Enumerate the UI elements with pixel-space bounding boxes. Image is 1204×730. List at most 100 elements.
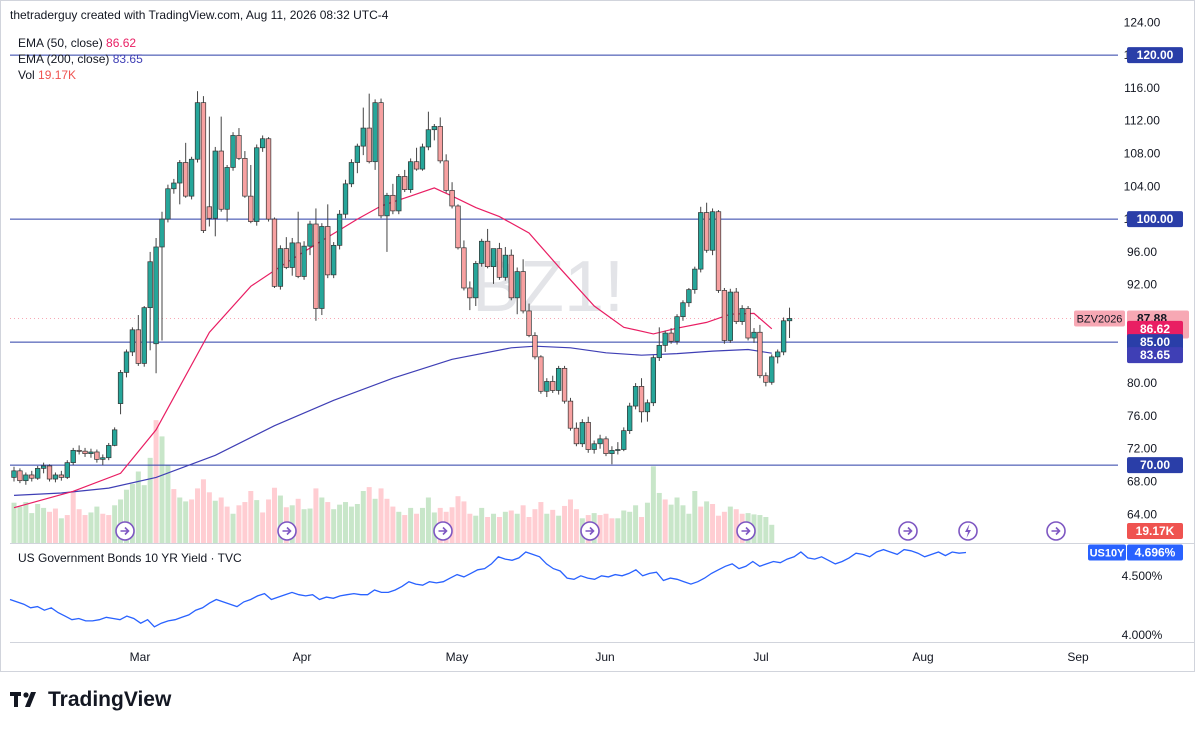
candle[interactable] <box>11 466 17 482</box>
candle[interactable] <box>745 306 751 341</box>
ema50-legend[interactable]: EMA (50, close) 86.62 <box>18 35 136 51</box>
candle[interactable] <box>265 137 272 222</box>
candle[interactable] <box>402 169 408 193</box>
ema50-line[interactable] <box>13 187 773 509</box>
candle[interactable] <box>236 128 242 161</box>
candle[interactable] <box>739 305 745 325</box>
candle[interactable] <box>775 349 781 364</box>
candle[interactable] <box>662 330 668 352</box>
candle[interactable] <box>751 328 757 343</box>
candle[interactable] <box>40 462 47 474</box>
candle[interactable] <box>141 306 147 367</box>
candle[interactable] <box>627 402 633 434</box>
candle[interactable] <box>597 434 603 449</box>
candle[interactable] <box>165 184 171 223</box>
candle[interactable] <box>621 427 627 452</box>
candle[interactable] <box>147 251 153 351</box>
candle[interactable] <box>698 206 704 273</box>
candle[interactable] <box>496 242 503 280</box>
candle[interactable] <box>135 315 141 366</box>
candle[interactable] <box>171 178 177 194</box>
candle[interactable] <box>437 117 443 164</box>
candle[interactable] <box>550 375 556 393</box>
candle[interactable] <box>769 354 775 385</box>
candle[interactable] <box>703 202 710 253</box>
candle[interactable] <box>544 378 550 398</box>
candle[interactable] <box>709 208 716 256</box>
candle[interactable] <box>360 107 366 156</box>
candle[interactable] <box>177 160 183 205</box>
candle[interactable] <box>461 240 467 291</box>
event-marker-icon[interactable] <box>958 521 978 541</box>
candle[interactable] <box>248 164 254 224</box>
candle[interactable] <box>484 228 491 269</box>
candle[interactable] <box>58 470 65 481</box>
candle[interactable] <box>473 260 479 307</box>
candle[interactable] <box>325 204 331 279</box>
candle[interactable] <box>212 146 218 237</box>
candle[interactable] <box>111 427 118 447</box>
candle[interactable] <box>88 448 94 458</box>
candle[interactable] <box>271 217 278 288</box>
candle[interactable] <box>259 135 266 152</box>
event-marker-icon[interactable] <box>736 521 756 541</box>
candle[interactable] <box>94 449 100 463</box>
candle[interactable] <box>603 436 609 457</box>
candle[interactable] <box>431 123 437 141</box>
candle[interactable] <box>194 91 201 163</box>
event-markers[interactable] <box>115 521 1066 541</box>
candle[interactable] <box>479 238 485 267</box>
candle[interactable] <box>29 470 35 482</box>
candle[interactable] <box>425 111 432 151</box>
candle[interactable] <box>46 464 53 482</box>
candle[interactable] <box>573 422 580 447</box>
volume-legend[interactable]: Vol 19.17K <box>18 67 76 83</box>
candle[interactable] <box>674 314 680 345</box>
candle[interactable] <box>230 132 236 171</box>
candle[interactable] <box>419 143 426 171</box>
candle[interactable] <box>407 158 414 193</box>
candle[interactable] <box>668 328 674 344</box>
candle[interactable] <box>372 99 378 170</box>
candle[interactable] <box>35 465 41 480</box>
candle[interactable] <box>615 442 621 455</box>
candle[interactable] <box>384 192 390 252</box>
candle[interactable] <box>455 204 461 250</box>
candle[interactable] <box>183 142 189 198</box>
candle[interactable] <box>378 98 384 219</box>
ema200-line[interactable] <box>13 345 772 496</box>
candle[interactable] <box>17 468 23 484</box>
candle[interactable] <box>295 211 301 279</box>
candle[interactable] <box>70 447 76 466</box>
candle[interactable] <box>763 372 769 387</box>
candle[interactable] <box>443 154 449 193</box>
candle[interactable] <box>721 287 728 344</box>
candle[interactable] <box>757 324 763 379</box>
candle[interactable] <box>650 355 657 407</box>
candle[interactable] <box>82 447 88 457</box>
candle[interactable] <box>413 147 420 171</box>
candle[interactable] <box>526 303 532 338</box>
candle[interactable] <box>786 307 793 338</box>
candle[interactable] <box>449 182 455 209</box>
candle[interactable] <box>644 399 651 422</box>
candle[interactable] <box>727 288 733 343</box>
candle[interactable] <box>733 287 739 325</box>
candle[interactable] <box>532 332 538 360</box>
candle[interactable] <box>277 245 284 290</box>
candle[interactable] <box>609 446 615 465</box>
ema200-legend[interactable]: EMA (200, close) 83.65 <box>18 51 143 67</box>
candle[interactable] <box>780 317 787 356</box>
candle[interactable] <box>307 220 313 256</box>
candle[interactable] <box>591 440 597 454</box>
candle[interactable] <box>123 349 130 378</box>
candle[interactable] <box>64 460 70 480</box>
candle[interactable] <box>632 383 639 410</box>
candle[interactable] <box>692 266 698 294</box>
candle[interactable] <box>319 223 325 316</box>
yield-legend[interactable]: US Government Bonds 10 YR Yield · TVC <box>18 550 242 566</box>
candle[interactable] <box>538 355 544 394</box>
candle[interactable] <box>313 208 319 321</box>
candle[interactable] <box>561 365 568 404</box>
candle[interactable] <box>342 179 349 219</box>
